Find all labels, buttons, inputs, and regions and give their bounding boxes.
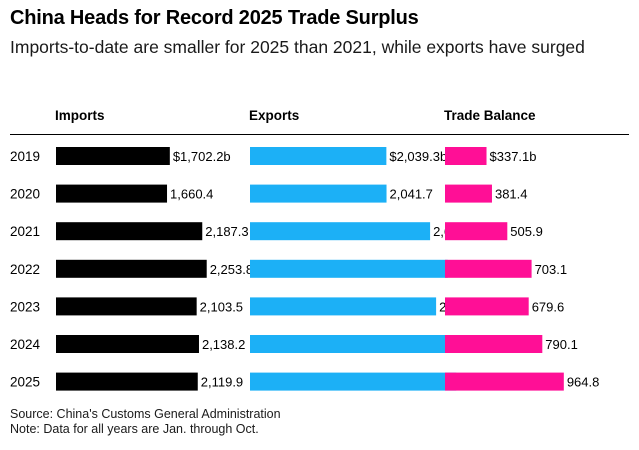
bar-balance-2021: [445, 222, 508, 241]
bar-exports-2023: [250, 297, 437, 316]
bar-balance-2025: [445, 372, 564, 391]
value-label-imports-2024: 2,138.2: [202, 337, 245, 352]
year-label-2024: 2024: [10, 337, 41, 352]
bar-balance-2024: [445, 335, 543, 353]
data-note: Note: Data for all years are Jan. throug…: [10, 422, 259, 436]
trade-chart: Imports Exports Trade Balance 2019 $1,702.2b…: [10, 108, 629, 391]
value-label-imports-2025: 2,119.9: [201, 375, 243, 390]
year-label-2025: 2025: [10, 375, 40, 390]
value-label-imports-2021: 2,187.3: [205, 224, 248, 239]
value-label-balance-2025: 964.8: [567, 375, 600, 390]
year-label-2021: 2021: [10, 224, 40, 239]
column-header-exports: Exports: [249, 108, 299, 123]
bar-exports-2024: [250, 335, 446, 353]
year-label-2023: 2023: [10, 299, 40, 314]
bar-imports-2025: [56, 372, 198, 391]
bar-imports-2022: [56, 259, 207, 278]
value-label-balance-2020: 381.4: [495, 187, 528, 202]
bar-exports-2019: [250, 147, 387, 165]
value-label-imports-2020: 1,660.4: [170, 187, 213, 202]
bar-imports-2019: [56, 147, 170, 165]
value-label-exports-2020: 2,041.7: [390, 187, 433, 202]
value-label-balance-2023: 679.6: [532, 299, 565, 314]
bar-exports-2022: [250, 259, 448, 278]
value-label-imports-2023: 2,103.5: [200, 299, 243, 314]
value-label-imports-2022: 2,253.8: [210, 262, 253, 277]
year-label-2019: 2019: [10, 149, 40, 164]
bar-balance-2019: [445, 147, 487, 165]
chart-title: China Heads for Record 2025 Trade Surplu…: [10, 7, 419, 29]
value-label-balance-2019: $337.1b: [490, 149, 537, 164]
bar-balance-2023: [445, 297, 529, 316]
bar-balance-2022: [445, 259, 532, 278]
chart-footer: Source: China's Customs General Administ…: [10, 407, 281, 437]
bar-balance-2020: [445, 184, 492, 203]
value-label-exports-2019: $2,039.3b: [389, 149, 447, 164]
column-header-imports: Imports: [55, 108, 105, 123]
value-label-imports-2019: $1,702.2b: [173, 149, 231, 164]
year-label-2022: 2022: [10, 262, 40, 277]
chart-subtitle: Imports-to-date are smaller for 2025 tha…: [10, 37, 585, 57]
bar-imports-2020: [56, 184, 168, 203]
value-label-balance-2021: 505.9: [510, 224, 543, 239]
value-label-balance-2024: 790.1: [545, 337, 578, 352]
bar-exports-2020: [250, 184, 387, 203]
bar-imports-2021: [56, 222, 203, 241]
bar-imports-2024: [56, 335, 199, 353]
bar-exports-2025: [250, 372, 457, 391]
bar-exports-2021: [250, 222, 431, 241]
source-note: Source: China's Customs General Administ…: [10, 407, 281, 421]
value-label-balance-2022: 703.1: [535, 262, 568, 277]
year-label-2020: 2020: [10, 187, 40, 202]
bar-imports-2023: [56, 297, 197, 316]
column-header-balance: Trade Balance: [444, 108, 536, 123]
